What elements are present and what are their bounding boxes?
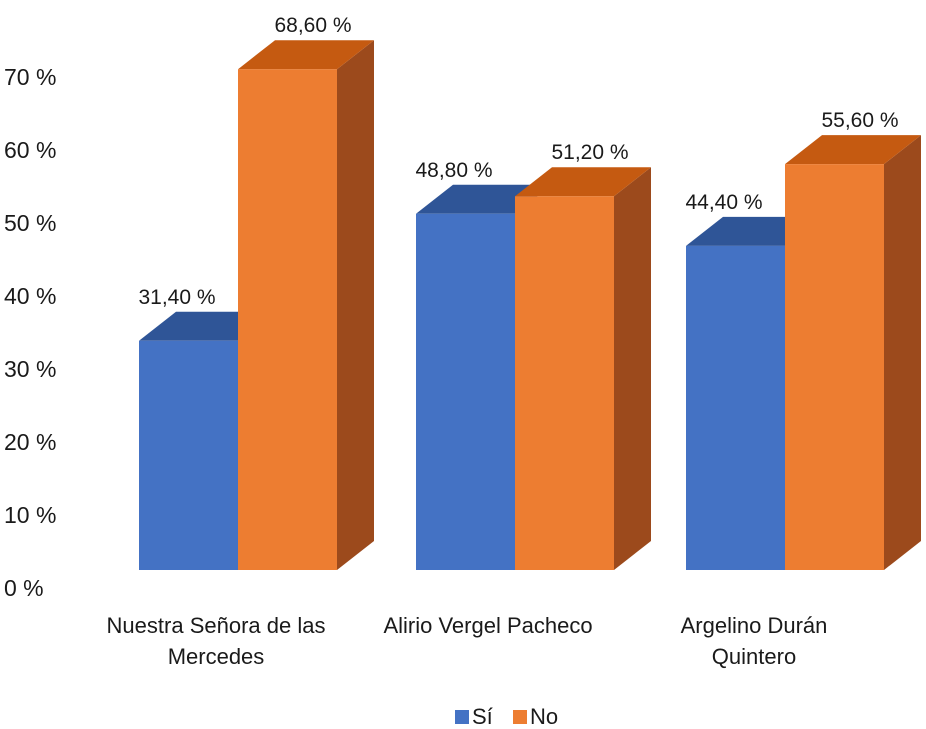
category-label: Quintero [712,644,796,669]
y-tick-label: 20 % [4,429,56,455]
bar-si [416,184,552,570]
data-label: 48,80 % [415,159,492,182]
y-tick-label: 10 % [4,502,56,528]
y-tick-label: 70 % [4,64,56,90]
y-tick-label: 50 % [4,210,56,236]
data-label: 51,20 % [551,141,628,164]
y-tick-label: 30 % [4,356,56,382]
data-label: 44,40 % [685,191,762,214]
bar-side-face [337,40,374,571]
bar-front-face [238,69,337,570]
legend-item-no: No [513,704,558,729]
category-label: Alirio Vergel Pacheco [383,613,592,638]
bar-side-face [614,167,651,571]
legend: Sí No [455,704,558,729]
x-axis: Nuestra Señora de las Mercedes Alirio Verg… [107,613,828,669]
legend-swatch [513,710,527,724]
bar-front-face [686,245,785,570]
bar-no [238,40,374,571]
legend-swatch [455,710,469,724]
bar-front-face [139,340,238,570]
bar-no [515,167,651,571]
data-labels: 31,40 % 68,60 % 48,80 % 51,20 % 44,40 % 55,60… [138,14,898,309]
y-tick-label: 60 % [4,137,56,163]
bar-si [139,311,275,570]
bar-top-face [515,167,651,197]
legend-label: Sí [472,704,493,729]
bar-front-face [785,164,884,570]
bar-top-face [238,40,374,70]
category-label: Argelino Durán [681,613,828,638]
bar-front-face [515,196,614,571]
data-label: 68,60 % [274,14,351,37]
category-label: Nuestra Señora de las [107,613,326,638]
data-label: 31,40 % [138,286,215,309]
y-tick-label: 0 % [4,575,44,601]
data-label: 55,60 % [821,109,898,132]
legend-item-si: Sí [455,704,493,729]
legend-label: No [530,704,558,729]
bar-top-face [785,135,921,165]
bar-no [785,135,921,570]
bars [139,40,921,571]
category-label: Mercedes [168,644,265,669]
bar-front-face [416,213,515,570]
y-tick-label: 40 % [4,283,56,309]
bar-side-face [884,135,921,570]
y-axis: 0 % 10 % 20 % 30 % 40 % 50 % 60 % 70 % [4,64,56,601]
